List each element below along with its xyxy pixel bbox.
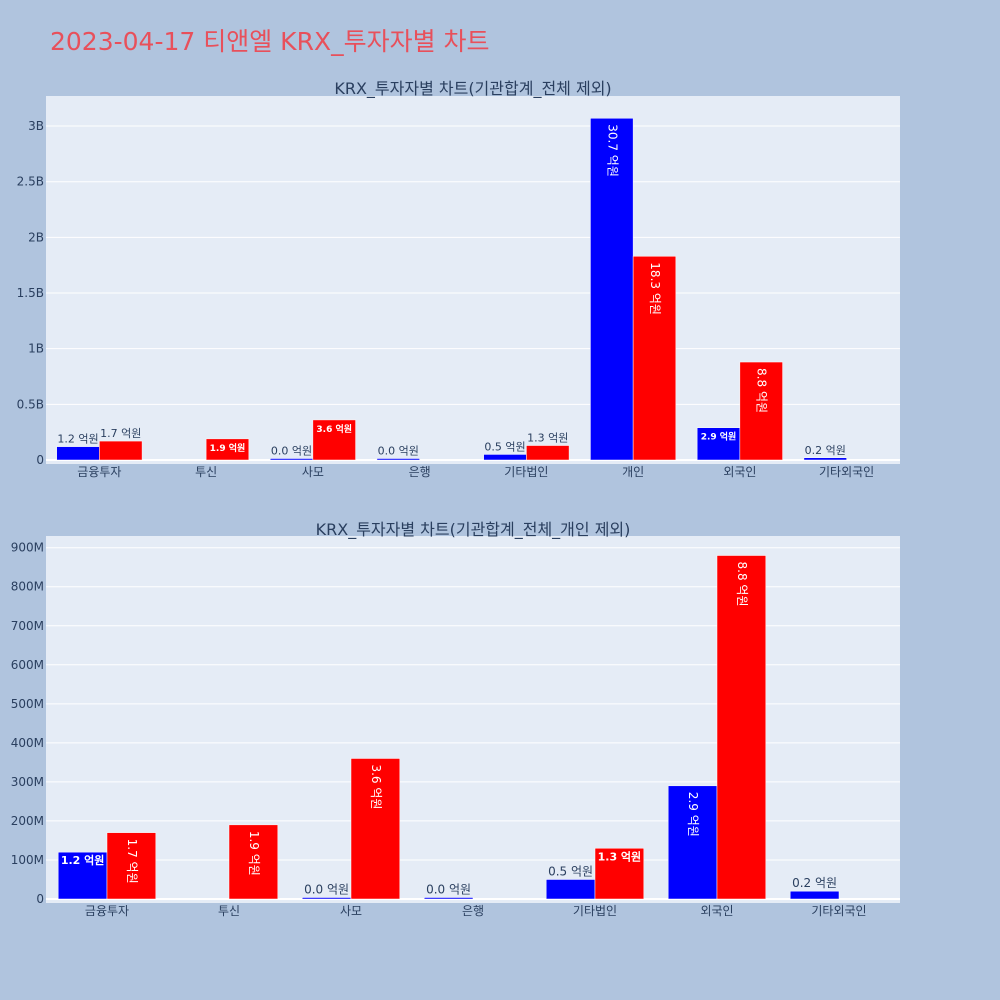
y-tick-label: 200M <box>11 814 44 828</box>
buy-bar <box>696 427 741 461</box>
data-label: 1.2 억원 <box>57 433 98 446</box>
sell-bar <box>594 848 645 900</box>
buy-bar <box>57 851 108 900</box>
data-label: 1.7 억원 <box>125 839 139 884</box>
page-title: 2023-04-17 티앤엘 KRX_투자자별 차트 <box>50 27 490 56</box>
sell-bar <box>205 438 250 461</box>
y-tick-label: 400M <box>11 736 44 750</box>
sell-bar <box>716 555 767 900</box>
y-tick-label: 900M <box>11 541 44 555</box>
data-label: 18.3 억원 <box>648 262 662 315</box>
data-label: 0.2 억원 <box>792 876 837 890</box>
data-label: 2.9 억원 <box>686 792 700 837</box>
chart-title: KRX_투자자별 차트(기관합계_전체_개인 제외) <box>316 520 631 540</box>
x-tick-label: 개인 <box>622 465 644 479</box>
data-label: 30.7 억원 <box>605 124 619 177</box>
sell-bar <box>739 361 783 461</box>
buy-bar <box>376 458 420 461</box>
y-tick-label: 700M <box>11 619 44 633</box>
y-tick-label: 2.5B <box>17 175 44 189</box>
data-label: 1.3 억원 <box>598 849 642 863</box>
x-tick-label: 투신 <box>195 465 217 479</box>
sell-bar <box>526 445 570 461</box>
y-tick-label: 1B <box>28 342 44 356</box>
y-tick-label: 500M <box>11 697 44 711</box>
y-tick-label: 600M <box>11 658 44 672</box>
buy-bar <box>590 118 634 461</box>
data-label: 1.7 억원 <box>100 427 141 440</box>
buy-bar <box>483 454 527 461</box>
data-label: 3.6 억원 <box>369 764 383 809</box>
sell-bar <box>312 419 356 461</box>
chart-panel-2: 0 100M 200M 300M 400M 500M 600M 700M 800M 900M KRX… <box>11 520 900 918</box>
buy-bar <box>423 897 474 900</box>
y-tick-label: 0 <box>36 453 44 467</box>
buy-bar <box>269 458 314 461</box>
data-label: 0.5 억원 <box>484 440 525 453</box>
buy-bar <box>803 457 847 461</box>
data-label: 3.6 억원 <box>316 423 352 435</box>
chart-panel-1: 0 0.5B 1B 1.5B 2B 2.5B 3B KRX_투자자별 차트(기관합계_전체 제… <box>17 79 900 479</box>
y-tick-label: 300M <box>11 775 44 789</box>
chart-title: KRX_투자자별 차트(기관합계_전체 제외) <box>334 79 611 99</box>
y-tick-label: 0.5B <box>17 397 44 411</box>
x-tick-label: 금융투자 <box>77 465 121 479</box>
buy-bar <box>301 897 352 900</box>
buy-bar <box>56 446 100 461</box>
x-tick-label: 사모 <box>340 904 362 918</box>
y-tick-label: 800M <box>11 580 44 594</box>
plot-area <box>46 536 900 903</box>
x-tick-label: 외국인 <box>700 904 733 918</box>
y-tick-label: 0 <box>36 892 44 906</box>
data-label: 1.3 억원 <box>527 432 568 445</box>
data-label: 1.9 억원 <box>247 831 261 876</box>
x-tick-label: 투신 <box>218 904 240 918</box>
x-tick-label: 기타법인 <box>504 465 548 479</box>
data-label: 2.9 억원 <box>701 431 737 443</box>
data-label: 0.2 억원 <box>805 444 846 457</box>
data-label: 8.8 억원 <box>735 562 749 607</box>
x-tick-label: 기타외국인 <box>819 465 874 479</box>
sell-bar <box>99 440 143 461</box>
x-tick-label: 사모 <box>302 465 324 479</box>
x-tick-label: 은행 <box>462 903 484 918</box>
x-tick-label: 금융투자 <box>85 904 129 918</box>
buy-bar <box>789 890 840 900</box>
x-tick-label: 기타외국인 <box>811 904 866 918</box>
sell-bar <box>228 824 279 900</box>
y-tick-label: 3B <box>28 119 44 133</box>
data-label: 8.8 억원 <box>755 368 769 413</box>
y-tick-label: 2B <box>28 230 44 244</box>
x-tick-label: 기타법인 <box>573 904 617 918</box>
sell-bar <box>632 256 677 461</box>
data-label: 0.0 억원 <box>426 883 471 897</box>
data-label: 1.2 억원 <box>61 853 105 867</box>
data-label: 0.0 억원 <box>304 883 349 897</box>
y-tick-label: 1.5B <box>17 286 44 300</box>
data-label: 1.9 억원 <box>210 442 246 454</box>
sell-bar <box>106 832 157 900</box>
buy-bar <box>545 879 596 900</box>
data-label: 0.0 억원 <box>378 445 419 458</box>
x-tick-label: 은행 <box>409 464 431 479</box>
y-tick-label: 100M <box>11 853 44 867</box>
sell-bar <box>350 758 401 900</box>
buy-bar <box>667 785 718 900</box>
x-tick-label: 외국인 <box>723 465 756 479</box>
data-label: 0.0 억원 <box>271 445 312 458</box>
data-label: 0.5 억원 <box>548 864 593 878</box>
